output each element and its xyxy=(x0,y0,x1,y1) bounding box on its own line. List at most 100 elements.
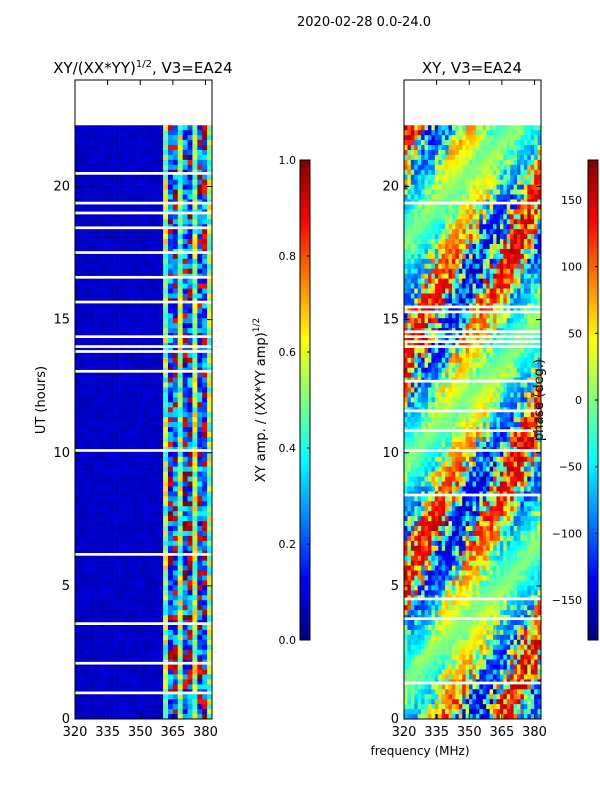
heatmap-cell xyxy=(438,248,442,255)
heatmap-cell xyxy=(202,555,208,561)
heatmap-cell xyxy=(410,248,415,255)
heatmap-cell xyxy=(192,239,198,245)
colorbar-swatch xyxy=(300,296,310,301)
heatmap-cell xyxy=(123,654,130,660)
heatmap-cell xyxy=(84,159,90,166)
heatmap-cell xyxy=(104,491,110,497)
heatmap-cell xyxy=(530,169,535,176)
heatmap-cell xyxy=(520,204,525,210)
heatmap-cell xyxy=(187,714,193,720)
heatmap-cell xyxy=(163,501,169,507)
heatmap-cell xyxy=(138,154,144,161)
heatmap-cell xyxy=(158,263,164,270)
heatmap-cell xyxy=(202,526,208,532)
heatmap-cell xyxy=(158,174,164,180)
heatmap-cell xyxy=(530,159,535,166)
heatmap-cell xyxy=(182,516,188,522)
heatmap-cell xyxy=(89,501,95,507)
heatmap-cell xyxy=(138,392,144,398)
heatmap-cell xyxy=(489,130,494,136)
heatmap-cell xyxy=(84,372,90,378)
heatmap-cell xyxy=(431,224,436,230)
heatmap-cell xyxy=(520,169,525,176)
heatmap-cell xyxy=(202,253,208,260)
heatmap-cell xyxy=(148,397,154,403)
heatmap-cell xyxy=(99,565,105,571)
heatmap-cell xyxy=(104,234,110,240)
heatmap-cell xyxy=(153,263,159,270)
heatmap-cell xyxy=(75,669,81,675)
heatmap-cell xyxy=(158,511,164,517)
heatmap-cell xyxy=(479,224,484,230)
heatmap-cell xyxy=(177,432,183,438)
heatmap-cell xyxy=(153,323,159,329)
heatmap-cell xyxy=(79,174,86,180)
heatmap-cell xyxy=(94,491,100,497)
heatmap-cell xyxy=(202,436,208,443)
heatmap-cell xyxy=(451,268,456,274)
heatmap-cell xyxy=(192,550,198,553)
heatmap-cell xyxy=(114,605,120,611)
heatmap-cell xyxy=(138,634,144,641)
heatmap-cell xyxy=(79,501,86,507)
colorbar-swatch xyxy=(300,484,310,489)
heatmap-cell xyxy=(167,209,174,212)
heatmap-cell xyxy=(458,239,463,245)
heatmap-cell xyxy=(89,412,95,418)
heatmap-cell xyxy=(94,649,100,655)
heatmap-cell xyxy=(489,140,494,146)
heatmap-cell xyxy=(104,417,110,423)
heatmap-cell xyxy=(177,298,183,301)
heatmap-cell xyxy=(128,704,135,710)
heatmap-cell xyxy=(207,689,213,692)
heatmap-cell xyxy=(417,298,422,304)
heatmap-cell xyxy=(404,234,408,240)
heatmap-cell xyxy=(407,278,412,284)
heatmap-cell xyxy=(407,145,412,151)
heatmap-cell xyxy=(114,392,120,398)
heatmap-cell xyxy=(84,521,90,527)
heatmap-cell xyxy=(104,461,110,467)
heatmap-cell xyxy=(84,278,90,284)
heatmap-cell xyxy=(197,560,203,566)
heatmap-cell xyxy=(475,184,480,190)
heatmap-cell xyxy=(513,159,518,166)
heatmap-cell xyxy=(89,634,95,641)
heatmap-cell xyxy=(84,461,90,467)
heatmap-cell xyxy=(84,704,90,710)
heatmap-cell xyxy=(510,154,514,161)
heatmap-cell xyxy=(472,174,477,180)
heatmap-cell xyxy=(187,446,193,450)
heatmap-cell xyxy=(202,288,208,294)
heatmap-cell xyxy=(197,214,203,220)
heatmap-cell xyxy=(182,570,188,576)
heatmap-cell xyxy=(172,545,179,552)
heatmap-cell xyxy=(143,159,149,166)
heatmap-cell xyxy=(153,565,159,571)
heatmap-cell xyxy=(158,357,164,364)
heatmap-cell xyxy=(79,362,86,369)
heatmap-cell xyxy=(441,150,446,156)
heatmap-cell xyxy=(499,229,504,235)
heatmap-cell xyxy=(99,234,105,240)
heatmap-cell xyxy=(462,283,466,289)
heatmap-cell xyxy=(192,184,198,190)
heatmap-cell xyxy=(207,624,213,631)
heatmap-cell xyxy=(499,174,504,180)
heatmap-cell xyxy=(153,659,159,662)
heatmap-cell xyxy=(489,258,494,265)
heatmap-cell xyxy=(109,407,115,413)
heatmap-cell xyxy=(148,516,154,522)
heatmap-cell xyxy=(89,580,95,586)
heatmap-cell xyxy=(94,669,100,675)
heatmap-cell xyxy=(104,605,110,611)
heatmap-cell xyxy=(114,555,120,561)
heatmap-cell xyxy=(153,511,159,517)
heatmap-cell xyxy=(207,491,213,497)
heatmap-cell xyxy=(517,130,521,136)
heatmap-cell xyxy=(207,639,213,646)
heatmap-cell xyxy=(104,446,110,450)
heatmap-cell xyxy=(138,550,144,553)
heatmap-cell xyxy=(475,140,480,146)
heatmap-cell xyxy=(410,135,415,141)
